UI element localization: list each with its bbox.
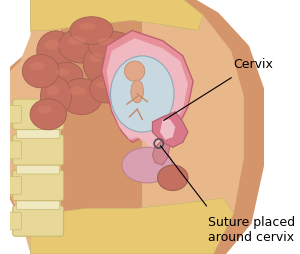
Polygon shape bbox=[31, 198, 234, 254]
Text: Cervix: Cervix bbox=[234, 58, 274, 71]
FancyBboxPatch shape bbox=[13, 170, 64, 201]
Ellipse shape bbox=[58, 28, 104, 63]
Ellipse shape bbox=[46, 85, 59, 96]
FancyBboxPatch shape bbox=[16, 128, 60, 138]
FancyBboxPatch shape bbox=[13, 206, 64, 236]
Ellipse shape bbox=[22, 54, 59, 88]
Ellipse shape bbox=[44, 40, 60, 50]
Polygon shape bbox=[142, 0, 244, 254]
Polygon shape bbox=[5, 0, 61, 254]
FancyBboxPatch shape bbox=[13, 99, 64, 130]
Ellipse shape bbox=[70, 17, 113, 44]
Ellipse shape bbox=[56, 69, 69, 75]
Ellipse shape bbox=[131, 80, 143, 103]
Polygon shape bbox=[160, 119, 175, 140]
Polygon shape bbox=[31, 0, 203, 30]
Ellipse shape bbox=[90, 75, 124, 103]
Polygon shape bbox=[152, 112, 188, 147]
FancyBboxPatch shape bbox=[6, 177, 22, 194]
Polygon shape bbox=[142, 0, 264, 254]
Ellipse shape bbox=[90, 53, 102, 62]
Ellipse shape bbox=[30, 62, 44, 70]
FancyBboxPatch shape bbox=[6, 105, 22, 123]
Ellipse shape bbox=[88, 31, 136, 60]
Ellipse shape bbox=[110, 56, 174, 132]
Ellipse shape bbox=[30, 99, 67, 130]
Ellipse shape bbox=[68, 87, 86, 96]
FancyBboxPatch shape bbox=[6, 141, 22, 159]
Text: Suture placed
around cervix: Suture placed around cervix bbox=[208, 216, 296, 244]
Polygon shape bbox=[107, 38, 188, 152]
FancyBboxPatch shape bbox=[16, 164, 60, 174]
Ellipse shape bbox=[79, 23, 96, 30]
Ellipse shape bbox=[122, 147, 173, 183]
FancyBboxPatch shape bbox=[16, 199, 60, 210]
Ellipse shape bbox=[68, 36, 86, 45]
Ellipse shape bbox=[37, 31, 75, 71]
Polygon shape bbox=[102, 30, 193, 157]
Ellipse shape bbox=[105, 61, 144, 91]
Ellipse shape bbox=[158, 165, 188, 190]
Ellipse shape bbox=[83, 44, 115, 83]
Polygon shape bbox=[5, 0, 142, 254]
Ellipse shape bbox=[38, 106, 52, 114]
Ellipse shape bbox=[96, 81, 110, 88]
Ellipse shape bbox=[40, 76, 71, 117]
FancyBboxPatch shape bbox=[13, 135, 64, 165]
FancyBboxPatch shape bbox=[6, 212, 22, 230]
Ellipse shape bbox=[49, 62, 83, 90]
Ellipse shape bbox=[60, 78, 103, 115]
Polygon shape bbox=[152, 140, 170, 165]
Ellipse shape bbox=[113, 68, 128, 75]
Circle shape bbox=[124, 61, 145, 81]
Ellipse shape bbox=[98, 38, 116, 45]
